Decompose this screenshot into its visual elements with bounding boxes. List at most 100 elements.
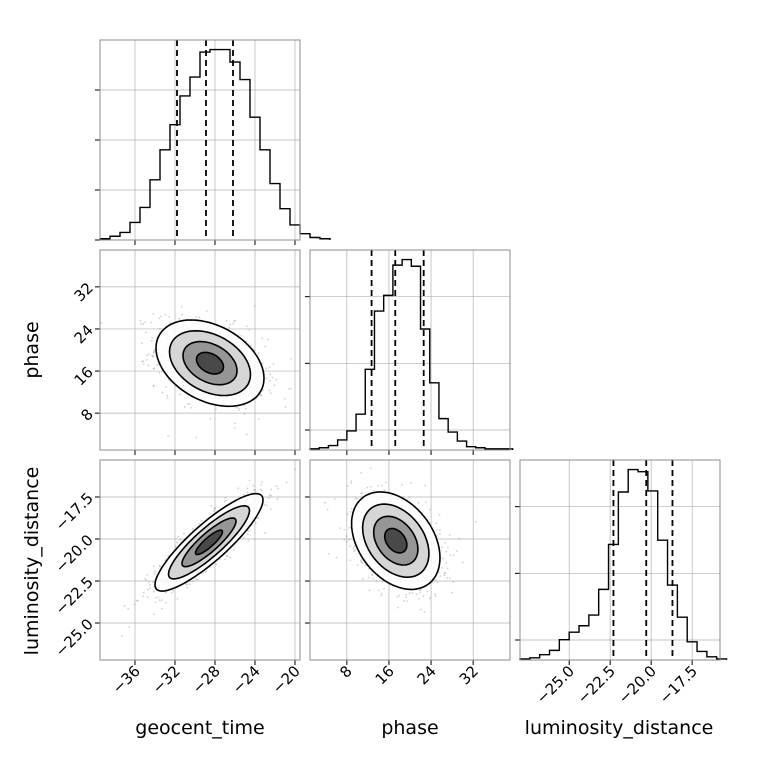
scatter-point — [381, 592, 383, 595]
scatter-point — [260, 489, 262, 491]
scatter-point — [411, 591, 414, 594]
scatter-point — [436, 534, 438, 537]
scatter-point — [133, 603, 136, 606]
scatter-point — [154, 601, 157, 603]
scatter-point — [353, 550, 355, 552]
scatter-point — [224, 558, 226, 561]
scatter-point — [149, 587, 152, 590]
scatter-point — [195, 436, 198, 439]
scatter-point — [246, 491, 249, 494]
scatter-point — [158, 327, 161, 330]
scatter-point — [141, 342, 143, 345]
scatter-point — [176, 541, 178, 544]
scatter-point — [263, 503, 266, 506]
scatter-point — [167, 554, 170, 557]
scatter-point — [121, 634, 124, 637]
scatter-point — [349, 545, 351, 548]
scatter-point — [441, 566, 444, 569]
contour-luminosity-vs-phase-frame — [309, 459, 511, 661]
scatter-point — [410, 481, 412, 484]
scatter-point — [160, 315, 162, 318]
scatter-point — [178, 317, 181, 320]
contour-luminosity-vs-phase-contour-line — [350, 491, 441, 591]
scatter-point — [147, 364, 150, 367]
scatter-point — [353, 545, 356, 547]
scatter-point — [385, 481, 387, 484]
scatter-point — [142, 591, 145, 594]
scatter-point — [152, 351, 155, 354]
scatter-point — [142, 363, 145, 366]
scatter-point — [176, 598, 179, 600]
scatter-point — [276, 498, 279, 501]
scatter-point — [375, 580, 378, 582]
scatter-point — [269, 392, 272, 395]
scatter-point — [327, 552, 330, 555]
scatter-point — [246, 325, 248, 328]
scatter-point — [294, 468, 297, 471]
scatter-point — [235, 406, 238, 409]
scatter-point — [245, 340, 248, 343]
scatter-point — [248, 529, 250, 532]
scatter-point — [439, 575, 442, 578]
contour-luminosity-vs-phase-contour-line — [361, 503, 430, 579]
scatter-point — [209, 417, 212, 420]
scatter-point — [268, 389, 271, 392]
scatter-point — [269, 373, 272, 376]
scatter-point — [260, 394, 263, 397]
scatter-point — [445, 550, 448, 553]
scatter-point — [272, 363, 275, 366]
scatter-point — [141, 360, 144, 363]
scatter-point — [165, 386, 167, 388]
scatter-point — [254, 522, 257, 525]
scatter-point — [348, 538, 351, 541]
scatter-point — [326, 508, 329, 511]
scatter-point — [167, 435, 170, 438]
scatter-point — [323, 501, 326, 504]
scatter-point — [237, 487, 240, 490]
scatter-point — [275, 485, 278, 488]
scatter-point — [212, 510, 215, 512]
scatter-point — [167, 379, 170, 382]
scatter-point — [145, 358, 148, 361]
scatter-point — [269, 508, 272, 511]
scatter-point — [139, 319, 142, 322]
scatter-point — [229, 323, 232, 326]
scatter-point — [174, 545, 177, 548]
scatter-point — [439, 529, 441, 532]
scatter-point — [245, 433, 248, 436]
scatter-point — [401, 483, 404, 486]
scatter-point — [157, 596, 160, 599]
x-axis-label-phase: phase — [381, 717, 438, 739]
scatter-point — [161, 391, 164, 394]
scatter-point — [369, 485, 372, 488]
scatter-point — [151, 336, 154, 339]
scatter-point — [224, 496, 227, 499]
scatter-point — [415, 593, 418, 596]
scatter-point — [426, 590, 429, 593]
contour-luminosity-vs-geocent-time-frame — [99, 459, 301, 661]
contour-luminosity-vs-geocent-time-contour-line — [154, 492, 264, 592]
scatter-point — [408, 592, 411, 594]
scatter-point — [238, 409, 241, 412]
scatter-point — [166, 394, 169, 397]
contour-luminosity-vs-phase-contour-line — [383, 527, 408, 554]
scatter-point — [264, 532, 266, 534]
scatter-point — [192, 527, 195, 530]
scatter-point — [242, 494, 245, 496]
scatter-point — [142, 595, 145, 598]
scatter-point — [270, 494, 272, 497]
scatter-point — [123, 604, 126, 607]
scatter-point — [268, 493, 271, 496]
scatter-point — [438, 514, 441, 516]
scatter-point — [147, 353, 150, 355]
contour-phase-vs-geocent-time-contour-line — [182, 340, 238, 386]
scatter-point — [419, 588, 422, 591]
scatter-point — [260, 484, 263, 486]
scatter-point — [225, 319, 228, 322]
scatter-point — [252, 484, 255, 487]
scatter-point — [197, 522, 200, 525]
scatter-point — [214, 507, 217, 510]
contour-luminosity-vs-geocent-time-contour-line — [194, 529, 224, 556]
scatter-point — [158, 564, 161, 567]
